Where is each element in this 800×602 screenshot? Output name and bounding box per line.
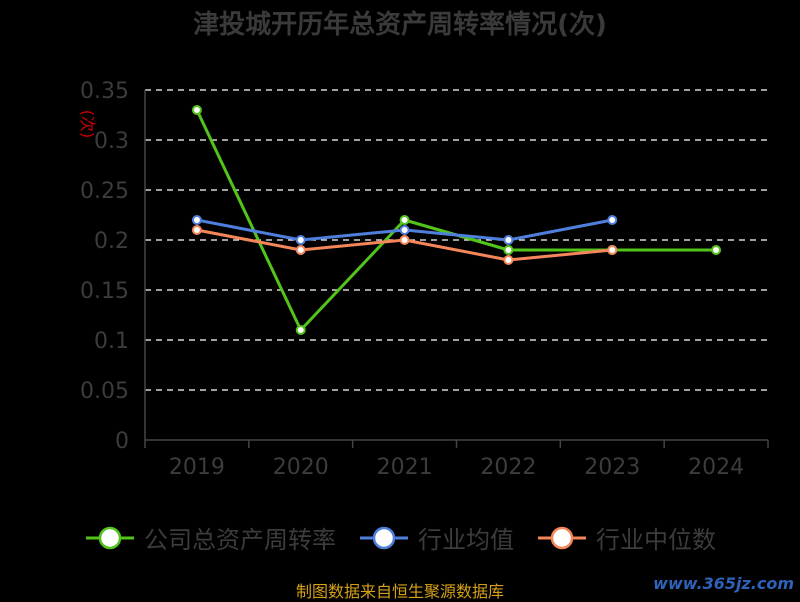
y-tick-label: 0.35 bbox=[80, 79, 129, 104]
legend-item[interactable]: 公司总资产周转率 bbox=[84, 520, 336, 555]
x-tick-label: 2021 bbox=[377, 455, 433, 480]
data-point bbox=[295, 235, 306, 245]
y-tick-label: 0.2 bbox=[94, 229, 129, 254]
x-tick-label: 2022 bbox=[480, 455, 536, 480]
data-point bbox=[399, 225, 410, 235]
data-point bbox=[607, 215, 618, 225]
series-2 bbox=[191, 225, 618, 265]
data-point bbox=[191, 225, 202, 235]
data-point bbox=[503, 245, 514, 255]
legend-label: 行业均值 bbox=[418, 526, 514, 554]
y-tick-label: 0.3 bbox=[94, 129, 129, 154]
y-axis-label: (次) bbox=[78, 110, 97, 139]
data-point bbox=[503, 255, 514, 265]
x-tick-label: 2020 bbox=[273, 455, 329, 480]
data-point bbox=[295, 325, 306, 335]
series-1 bbox=[191, 215, 618, 245]
legend: 公司总资产周转率 行业均值 行业中位数 bbox=[0, 520, 800, 555]
data-point bbox=[295, 245, 306, 255]
data-point bbox=[711, 245, 722, 255]
data-point bbox=[607, 245, 618, 255]
source-note: 制图数据来自恒生聚源数据库 bbox=[295, 582, 504, 601]
watermark: www.365jz.com bbox=[653, 574, 794, 593]
legend-label: 行业中位数 bbox=[596, 526, 716, 554]
y-tick-label: 0.25 bbox=[80, 179, 129, 204]
y-tick-label: 0.1 bbox=[94, 329, 129, 354]
y-tick-label: 0.05 bbox=[80, 379, 129, 404]
series-layer bbox=[191, 105, 722, 335]
legend-marker bbox=[360, 526, 408, 549]
x-tick-label: 2023 bbox=[584, 455, 640, 480]
y-tick-label: 0.15 bbox=[80, 279, 129, 304]
data-point bbox=[399, 215, 410, 225]
legend-label: 公司总资产周转率 bbox=[144, 526, 336, 554]
series-line bbox=[195, 109, 717, 332]
data-point bbox=[191, 215, 202, 225]
axis-layer: 0 0.05 0.1 0.15 0.2 0.25 0.3 0.35 2019 2020 2021 20… bbox=[80, 79, 769, 480]
grid-layer bbox=[145, 89, 768, 391]
legend-marker bbox=[86, 526, 134, 549]
x-tick-label: 2024 bbox=[688, 455, 744, 480]
data-point bbox=[191, 105, 202, 115]
y-tick-label: 0 bbox=[115, 429, 129, 454]
data-point bbox=[503, 235, 514, 245]
legend-item[interactable]: 行业均值 bbox=[358, 520, 514, 555]
legend-item[interactable]: 行业中位数 bbox=[536, 520, 716, 555]
data-point bbox=[399, 235, 410, 245]
legend-marker bbox=[538, 526, 586, 549]
chart-title: 津投城开历年总资产周转率情况(次) bbox=[193, 10, 607, 40]
x-tick-label: 2019 bbox=[169, 455, 225, 480]
